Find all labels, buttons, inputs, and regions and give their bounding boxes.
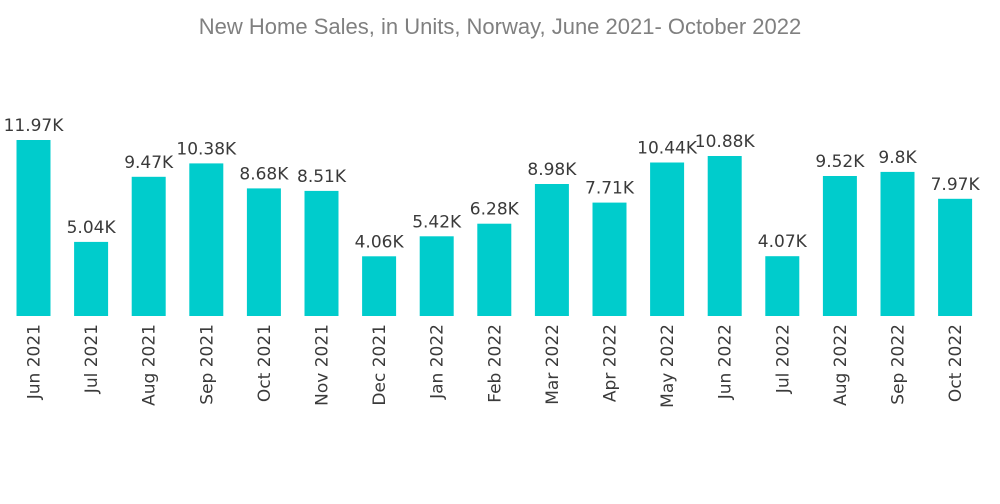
bar-may-2022 xyxy=(650,162,685,316)
x-tick-label: Sep 2022 xyxy=(889,324,909,405)
x-tick-label: Aug 2021 xyxy=(140,324,160,406)
bar-jun-2021 xyxy=(16,140,51,316)
bar-dec-2021 xyxy=(362,256,397,316)
bar-aug-2021 xyxy=(131,176,166,316)
value-label: 5.42K xyxy=(412,212,462,232)
tick-labels-group: Jun 2021 Jul 2021 Aug 2021 Sep 2021 Oct 2021… xyxy=(25,324,967,408)
bar-jan-2022 xyxy=(419,236,454,316)
x-tick-label: Nov 2021 xyxy=(313,324,333,406)
bar-feb-2022 xyxy=(477,223,512,316)
x-tick-label: Jan 2022 xyxy=(428,324,448,400)
bar-jul-2022 xyxy=(765,256,800,316)
value-label: 4.07K xyxy=(758,232,808,252)
value-label: 10.38K xyxy=(176,139,237,159)
x-tick-label: Feb 2022 xyxy=(485,324,505,403)
x-tick-label: Oct 2021 xyxy=(255,324,275,402)
bar-jun-2022 xyxy=(707,156,742,316)
bar-sep-2022 xyxy=(880,171,915,316)
x-tick-label: Dec 2021 xyxy=(370,324,390,406)
value-label: 9.52K xyxy=(815,152,865,172)
bar-mar-2022 xyxy=(534,184,569,316)
x-tick-label: Sep 2021 xyxy=(197,324,217,405)
value-label: 10.44K xyxy=(637,139,698,159)
value-label: 8.68K xyxy=(239,164,289,184)
x-tick-label: Jul 2021 xyxy=(82,324,102,394)
x-tick-label: Aug 2022 xyxy=(831,324,851,406)
value-label: 9.47K xyxy=(124,153,174,173)
bar-sep-2021 xyxy=(189,163,224,316)
value-label: 7.71K xyxy=(585,179,635,199)
value-label: 9.8K xyxy=(878,148,917,168)
x-tick-label: Mar 2022 xyxy=(543,324,563,405)
bar-apr-2022 xyxy=(592,202,627,316)
value-label: 4.06K xyxy=(355,232,405,252)
x-tick-label: Apr 2022 xyxy=(601,324,621,402)
bar-oct-2021 xyxy=(246,188,281,316)
value-label: 6.28K xyxy=(470,200,520,220)
x-tick-label: Jun 2022 xyxy=(716,324,736,400)
chart-title: New Home Sales, in Units, Norway, June 2… xyxy=(198,14,802,39)
bar-aug-2022 xyxy=(822,176,857,316)
x-tick-label: Jul 2022 xyxy=(773,324,793,394)
value-label: 7.97K xyxy=(931,175,981,195)
bar-nov-2021 xyxy=(304,190,339,316)
value-label: 8.98K xyxy=(527,160,577,180)
x-tick-label: Jun 2021 xyxy=(25,324,45,400)
bar-oct-2022 xyxy=(938,198,973,316)
value-label: 5.04K xyxy=(67,218,117,238)
value-label: 10.88K xyxy=(695,132,756,152)
bars-group xyxy=(16,140,973,316)
value-label: 11.97K xyxy=(4,116,65,136)
x-tick-label: Oct 2022 xyxy=(946,324,966,402)
bar-jul-2021 xyxy=(74,241,109,316)
value-label: 8.51K xyxy=(297,167,347,187)
x-tick-label: May 2022 xyxy=(658,324,678,408)
